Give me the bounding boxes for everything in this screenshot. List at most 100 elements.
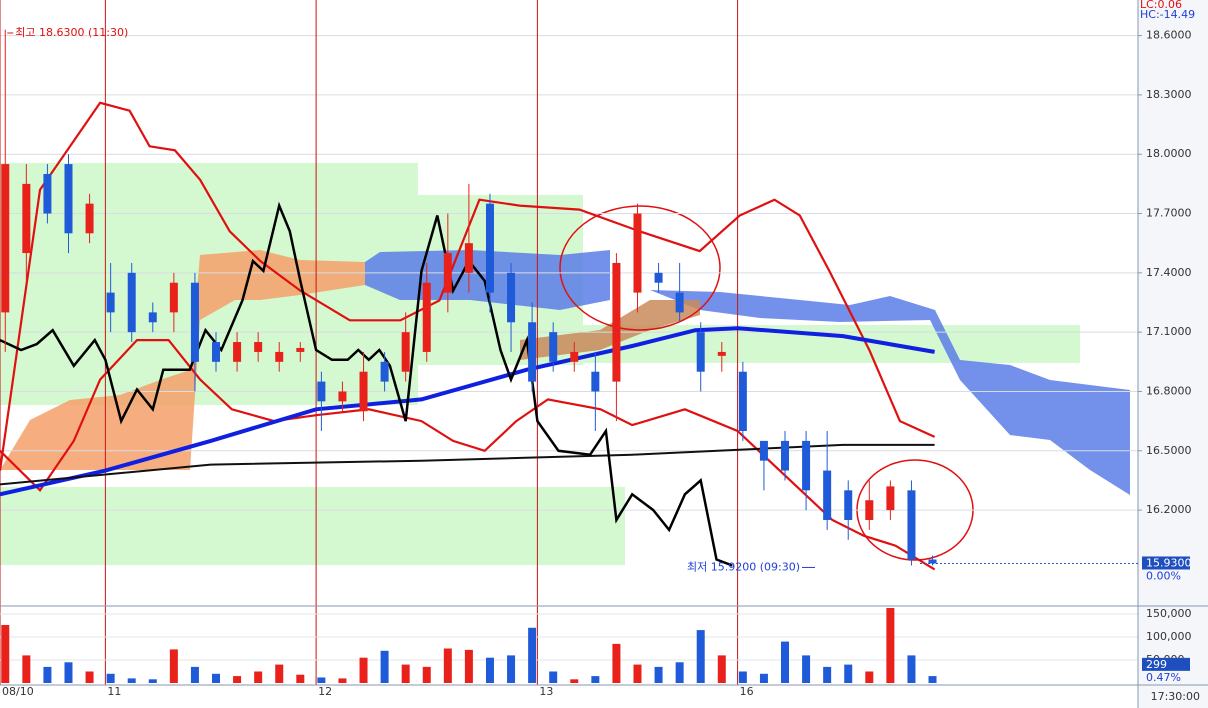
x-tick-label: 13 bbox=[539, 685, 553, 698]
volume-band bbox=[583, 325, 1080, 363]
candle-body bbox=[317, 381, 326, 402]
candle-body bbox=[106, 292, 115, 313]
candle-body bbox=[190, 282, 199, 362]
candle bbox=[127, 262, 136, 343]
candle-body bbox=[422, 282, 431, 352]
candle-body bbox=[907, 490, 916, 560]
candle bbox=[738, 361, 747, 441]
candle bbox=[591, 351, 600, 432]
volume-band bbox=[0, 487, 625, 565]
candle-body bbox=[233, 342, 242, 362]
candle-body bbox=[127, 272, 136, 333]
volume-bar bbox=[338, 678, 347, 683]
candle-body bbox=[654, 272, 663, 283]
volume-bar bbox=[422, 666, 431, 683]
volume-bar bbox=[717, 655, 726, 683]
volume-bar bbox=[759, 673, 768, 683]
volume-bar bbox=[464, 649, 473, 683]
volume-bar bbox=[317, 677, 326, 683]
axis-panel bbox=[1138, 0, 1208, 708]
y-tick-label: 150,000 bbox=[1146, 607, 1192, 620]
indicator-line bbox=[0, 443, 935, 486]
candle bbox=[528, 302, 537, 392]
volume-bar bbox=[169, 649, 178, 683]
x-tick-label: 08/10 bbox=[2, 685, 34, 698]
last-label: 15.9300 bbox=[1146, 556, 1192, 569]
volume-last: 299 bbox=[1146, 658, 1167, 671]
volume-bar bbox=[507, 655, 516, 683]
low-note: 최저 15.9200 (09:30) bbox=[687, 560, 800, 573]
candle-body bbox=[212, 342, 221, 362]
candle-body bbox=[717, 351, 726, 356]
candle bbox=[886, 480, 895, 520]
candle bbox=[485, 193, 494, 313]
candle bbox=[865, 480, 874, 530]
x-tick-label: 12 bbox=[318, 685, 332, 698]
candle-body bbox=[738, 371, 747, 432]
volume-bar bbox=[654, 666, 663, 683]
candle bbox=[549, 322, 558, 372]
candle bbox=[296, 342, 305, 362]
volume-bar bbox=[886, 608, 895, 683]
candle-body bbox=[886, 486, 895, 511]
volume-bar bbox=[528, 627, 537, 683]
candle bbox=[190, 272, 199, 392]
candle-body bbox=[528, 322, 537, 382]
volume-bar bbox=[591, 676, 600, 683]
candle bbox=[823, 431, 832, 530]
candle-body bbox=[865, 500, 874, 520]
candle bbox=[696, 322, 705, 392]
x-tick-label: 11 bbox=[107, 685, 121, 698]
y-tick-label: 18.3000 bbox=[1146, 88, 1192, 101]
candle bbox=[612, 253, 621, 422]
header-hc: HC:-14.49 bbox=[1140, 8, 1195, 21]
candle-body bbox=[823, 470, 832, 520]
candle-body bbox=[485, 203, 494, 293]
candle-body bbox=[549, 332, 558, 362]
candle bbox=[22, 164, 31, 283]
candle-body bbox=[759, 440, 768, 461]
candle-body bbox=[380, 361, 389, 382]
volume-bar bbox=[85, 671, 94, 683]
candle-body bbox=[507, 272, 516, 323]
candle bbox=[1, 29, 10, 352]
volume-bar bbox=[212, 673, 221, 683]
volume-bar bbox=[823, 666, 832, 683]
candle bbox=[317, 371, 326, 432]
volume-bar bbox=[443, 648, 452, 683]
time-label: 17:30:00 bbox=[1151, 690, 1200, 703]
y-tick-label: 17.1000 bbox=[1146, 325, 1192, 338]
x-tick-label: 16 bbox=[740, 685, 754, 698]
volume-bar bbox=[633, 664, 642, 683]
candle bbox=[675, 262, 684, 323]
candle bbox=[106, 262, 115, 333]
volume-bar bbox=[1, 625, 10, 683]
candle-body bbox=[1, 164, 10, 313]
candle bbox=[802, 431, 811, 511]
candle bbox=[275, 342, 284, 372]
candle bbox=[43, 164, 52, 224]
y-tick-label: 18.0000 bbox=[1146, 147, 1192, 160]
candle-body bbox=[64, 164, 73, 234]
y-tick-label: 16.5000 bbox=[1146, 444, 1192, 457]
volume-bar bbox=[928, 676, 937, 683]
candle-body bbox=[22, 183, 31, 254]
candle-body bbox=[464, 243, 473, 273]
candle-body bbox=[675, 292, 684, 313]
candle bbox=[717, 342, 726, 372]
y-tick-label: 100,000 bbox=[1146, 630, 1192, 643]
volume-bar bbox=[738, 671, 747, 683]
cloud bbox=[520, 300, 700, 360]
highlight bbox=[559, 205, 721, 331]
candle bbox=[64, 154, 73, 254]
volume-bar bbox=[43, 666, 52, 683]
candle-body bbox=[338, 391, 347, 402]
candle bbox=[443, 213, 452, 313]
candle-body bbox=[802, 440, 811, 491]
volume-bar bbox=[401, 664, 410, 683]
overlays bbox=[0, 0, 1138, 685]
candle bbox=[464, 183, 473, 293]
candle-body bbox=[443, 253, 452, 293]
candle-body bbox=[612, 262, 621, 382]
y-tick-label: 17.4000 bbox=[1146, 266, 1192, 279]
